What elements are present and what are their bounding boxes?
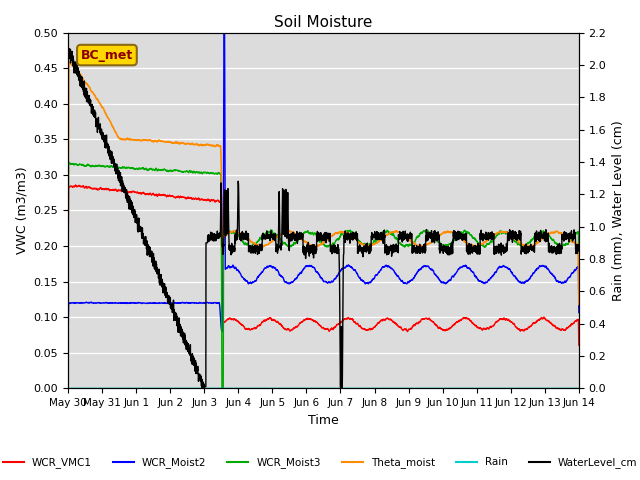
WCR_VMC1 bbox=[64, 284, 72, 289]
Theta_moist bbox=[382, 232, 390, 238]
Theta_moist bbox=[207, 143, 214, 148]
WCR_VMC1 bbox=[382, 316, 390, 322]
WCR_Moist2 bbox=[575, 279, 582, 285]
WCR_Moist3 bbox=[207, 170, 214, 176]
Theta_moist bbox=[65, 59, 73, 65]
Legend: WCR_VMC1, WCR_Moist2, WCR_Moist3, Theta_moist, Rain, WaterLevel_cm: WCR_VMC1, WCR_Moist2, WCR_Moist3, Theta_… bbox=[0, 453, 640, 472]
Line: WCR_Moist3: WCR_Moist3 bbox=[68, 163, 579, 480]
WCR_VMC1 bbox=[174, 194, 182, 200]
Line: Theta_moist: Theta_moist bbox=[68, 62, 579, 304]
Theta_moist bbox=[527, 243, 534, 249]
Rain bbox=[527, 385, 534, 391]
WCR_VMC1 bbox=[72, 182, 79, 188]
WCR_VMC1 bbox=[373, 321, 381, 327]
WaterLevel_cm bbox=[575, 248, 582, 254]
WCR_Moist3 bbox=[382, 230, 390, 236]
Y-axis label: Rain (mm), Water Level (cm): Rain (mm), Water Level (cm) bbox=[612, 120, 625, 301]
WCR_Moist2 bbox=[207, 300, 214, 306]
WCR_VMC1 bbox=[207, 197, 214, 203]
WaterLevel_cm bbox=[207, 229, 214, 235]
Line: WCR_Moist2: WCR_Moist2 bbox=[68, 0, 579, 345]
Rain bbox=[373, 385, 381, 391]
WCR_Moist3 bbox=[65, 160, 73, 166]
WCR_Moist2 bbox=[527, 275, 534, 280]
WCR_Moist3 bbox=[373, 236, 381, 241]
Rain bbox=[575, 385, 582, 391]
WCR_VMC1 bbox=[575, 325, 582, 331]
WCR_Moist3 bbox=[64, 274, 72, 279]
WCR_Moist3 bbox=[174, 168, 182, 173]
Text: BC_met: BC_met bbox=[81, 48, 133, 61]
WCR_VMC1 bbox=[527, 324, 534, 329]
WaterLevel_cm bbox=[575, 244, 582, 250]
Theta_moist bbox=[575, 277, 582, 283]
WaterLevel_cm bbox=[64, 46, 72, 52]
WCR_Moist2 bbox=[373, 272, 381, 278]
WCR_Moist3 bbox=[527, 238, 534, 243]
Rain bbox=[173, 385, 181, 391]
X-axis label: Time: Time bbox=[308, 414, 339, 427]
WCR_Moist2 bbox=[64, 342, 72, 348]
Title: Soil Moisture: Soil Moisture bbox=[275, 15, 372, 30]
Rain bbox=[207, 385, 214, 391]
WCR_Moist2 bbox=[173, 300, 181, 306]
WaterLevel_cm bbox=[173, 323, 181, 328]
WaterLevel_cm bbox=[527, 245, 534, 251]
Theta_moist bbox=[575, 301, 582, 307]
Theta_moist bbox=[373, 240, 381, 245]
WCR_Moist2 bbox=[575, 310, 582, 315]
WCR_VMC1 bbox=[575, 342, 582, 348]
Rain bbox=[575, 385, 582, 391]
Rain bbox=[382, 385, 390, 391]
WaterLevel_cm bbox=[199, 393, 207, 399]
WCR_Moist3 bbox=[575, 268, 582, 274]
Line: WCR_VMC1: WCR_VMC1 bbox=[68, 185, 579, 345]
Rain bbox=[64, 385, 72, 391]
Theta_moist bbox=[174, 140, 182, 145]
Y-axis label: VWC (m3/m3): VWC (m3/m3) bbox=[15, 167, 28, 254]
WCR_Moist3 bbox=[575, 287, 582, 293]
WaterLevel_cm bbox=[382, 246, 390, 252]
WaterLevel_cm bbox=[373, 229, 381, 235]
Theta_moist bbox=[64, 222, 72, 228]
Line: WaterLevel_cm: WaterLevel_cm bbox=[68, 49, 579, 396]
WCR_Moist2 bbox=[382, 263, 390, 268]
